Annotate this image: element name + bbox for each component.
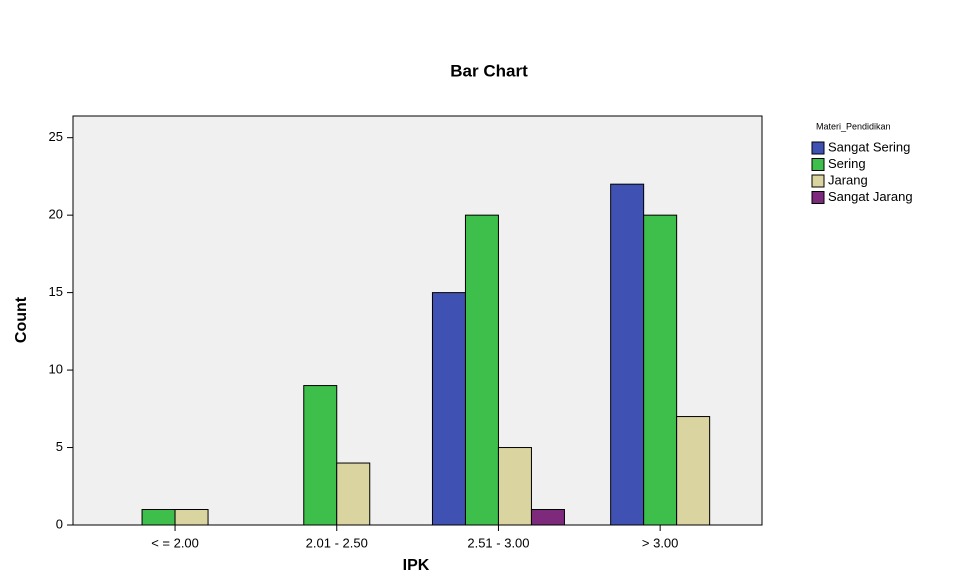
legend-title: Materi_Pendidikan bbox=[816, 121, 891, 131]
legend-swatch bbox=[812, 175, 824, 187]
bar bbox=[498, 448, 531, 525]
bar bbox=[531, 510, 564, 525]
legend-swatch bbox=[812, 159, 824, 171]
y-tick-label: 25 bbox=[49, 129, 63, 144]
y-tick-label: 5 bbox=[56, 439, 63, 454]
chart: Bar Chart IPK Count Materi_Pendidikan 0 5… bbox=[0, 0, 953, 578]
y-tick-label: 10 bbox=[49, 362, 63, 377]
bar bbox=[611, 184, 644, 525]
legend-swatch bbox=[812, 192, 824, 204]
bar bbox=[644, 215, 677, 525]
bar bbox=[677, 417, 710, 525]
bar bbox=[304, 386, 337, 525]
y-tick-label: 20 bbox=[49, 207, 63, 222]
y-axis-label: Count bbox=[13, 296, 30, 343]
legend-label: Sangat Sering bbox=[828, 139, 910, 154]
bar bbox=[175, 510, 208, 525]
legend-label: Jarang bbox=[828, 172, 868, 187]
bar bbox=[142, 510, 175, 525]
bar bbox=[337, 463, 370, 525]
x-axis-label: IPK bbox=[403, 557, 430, 574]
legend-label: Sangat Jarang bbox=[828, 189, 913, 204]
x-tick-label: < = 2.00 bbox=[151, 535, 199, 550]
bar bbox=[465, 215, 498, 525]
bar bbox=[432, 293, 465, 525]
x-tick-label: 2.01 - 2.50 bbox=[306, 535, 368, 550]
y-tick-label: 15 bbox=[49, 284, 63, 299]
y-tick-label: 0 bbox=[56, 516, 63, 531]
legend-label: Sering bbox=[828, 156, 866, 171]
x-tick-label: > 3.00 bbox=[642, 535, 679, 550]
chart-title: Bar Chart bbox=[450, 61, 528, 80]
x-tick-label: 2.51 - 3.00 bbox=[467, 535, 529, 550]
legend-swatch bbox=[812, 142, 824, 154]
